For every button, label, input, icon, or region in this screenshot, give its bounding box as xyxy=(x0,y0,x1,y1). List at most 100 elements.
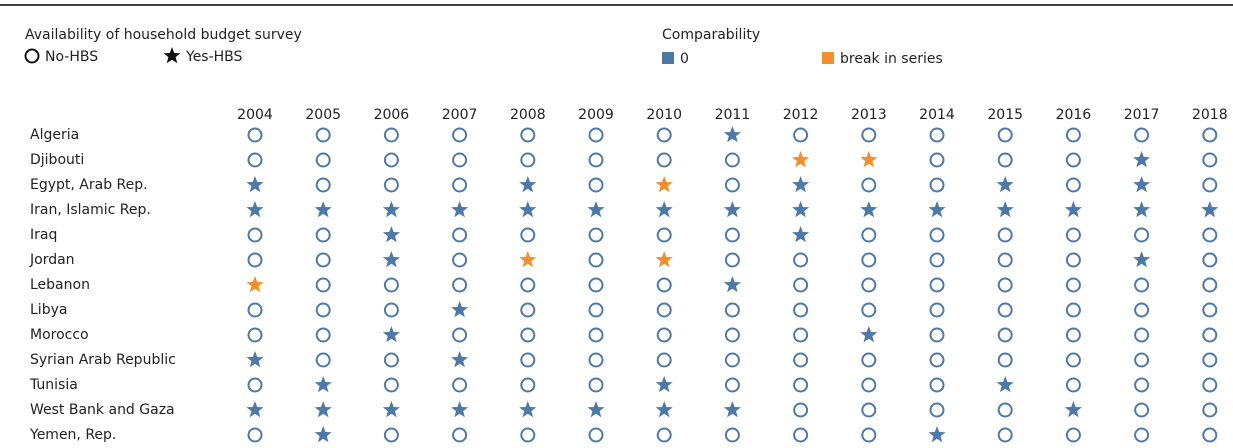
year-label: 2005 xyxy=(305,107,341,123)
country-label: Egypt, Arab Rep. xyxy=(30,177,148,193)
star-cell xyxy=(1133,201,1151,218)
star-cell xyxy=(587,201,605,218)
year-label: 2007 xyxy=(442,107,478,123)
circle-cell xyxy=(656,427,672,443)
circle-cell xyxy=(452,227,468,243)
circle-cell xyxy=(452,327,468,343)
circle-cell xyxy=(793,352,809,368)
circle-cell xyxy=(247,427,263,443)
circle-cell xyxy=(724,177,740,193)
year-label: 2017 xyxy=(1124,107,1160,123)
star-cell xyxy=(382,326,400,343)
star-cell xyxy=(860,151,878,168)
star-cell xyxy=(246,401,264,418)
circle-cell xyxy=(724,327,740,343)
circle-cell xyxy=(793,402,809,418)
star-cell xyxy=(246,176,264,193)
circle-cell xyxy=(656,352,672,368)
circle-cell xyxy=(1065,352,1081,368)
star-cell xyxy=(1064,401,1082,418)
star-cell xyxy=(451,351,469,368)
year-label: 2018 xyxy=(1192,107,1228,123)
circle-cell xyxy=(793,277,809,293)
circle-cell xyxy=(1134,227,1150,243)
circle-cell xyxy=(588,327,604,343)
star-cell xyxy=(1201,201,1219,218)
star-cell xyxy=(314,401,332,418)
circle-cell xyxy=(315,277,331,293)
circle-cell xyxy=(383,302,399,318)
circle-cell xyxy=(1202,177,1218,193)
star-cell xyxy=(451,401,469,418)
circle-cell xyxy=(929,252,945,268)
star-cell xyxy=(519,201,537,218)
circle-cell xyxy=(929,402,945,418)
circle-cell xyxy=(793,377,809,393)
circle-cell xyxy=(1134,377,1150,393)
year-label: 2009 xyxy=(578,107,614,123)
circle-cell xyxy=(1065,427,1081,443)
star-cell xyxy=(723,276,741,293)
circle-cell xyxy=(724,302,740,318)
circle-cell xyxy=(520,377,536,393)
circle-cell xyxy=(861,402,877,418)
circle-cell xyxy=(929,177,945,193)
year-label: 2014 xyxy=(919,107,955,123)
circle-cell xyxy=(588,277,604,293)
circle-cell xyxy=(997,252,1013,268)
circle-cell xyxy=(452,377,468,393)
star-cell xyxy=(314,426,332,443)
circle-cell xyxy=(861,302,877,318)
circle-cell xyxy=(793,127,809,143)
year-label: 2015 xyxy=(987,107,1023,123)
circle-cell xyxy=(247,377,263,393)
circle-cell xyxy=(997,427,1013,443)
circle-cell xyxy=(1134,327,1150,343)
circle-cell xyxy=(861,227,877,243)
circle-cell xyxy=(997,352,1013,368)
circle-cell xyxy=(1065,227,1081,243)
circle-cell xyxy=(793,252,809,268)
circle-cell xyxy=(383,377,399,393)
circle-cell xyxy=(997,127,1013,143)
circle-cell xyxy=(861,352,877,368)
circle-cell xyxy=(315,302,331,318)
circle-cell xyxy=(929,277,945,293)
country-label: Algeria xyxy=(30,127,79,143)
circle-cell xyxy=(383,427,399,443)
circle-cell xyxy=(997,327,1013,343)
country-label: Iran, Islamic Rep. xyxy=(30,202,151,218)
circle-cell xyxy=(1065,177,1081,193)
star-cell xyxy=(860,201,878,218)
circle-cell xyxy=(588,252,604,268)
star-cell xyxy=(655,251,673,268)
circle-cell xyxy=(929,327,945,343)
circle-cell xyxy=(588,152,604,168)
circle-cell xyxy=(247,227,263,243)
circle-cell xyxy=(656,277,672,293)
year-label: 2008 xyxy=(510,107,546,123)
star-cell xyxy=(246,201,264,218)
country-label: Djibouti xyxy=(30,152,84,168)
star-cell xyxy=(382,401,400,418)
star-cell xyxy=(246,276,264,293)
star-cell xyxy=(792,201,810,218)
legend-symbol xyxy=(163,47,181,64)
circle-cell xyxy=(588,127,604,143)
circle-cell xyxy=(1202,302,1218,318)
circle-cell xyxy=(1202,327,1218,343)
star-cell xyxy=(519,251,537,268)
star-cell xyxy=(519,176,537,193)
country-label: Morocco xyxy=(30,327,89,343)
star-cell xyxy=(451,201,469,218)
circle-cell xyxy=(452,252,468,268)
circle-cell xyxy=(1065,302,1081,318)
circle-cell xyxy=(724,427,740,443)
star-cell xyxy=(382,226,400,243)
year-label: 2011 xyxy=(715,107,751,123)
circle-cell xyxy=(520,152,536,168)
star-cell xyxy=(792,151,810,168)
circle-cell xyxy=(997,302,1013,318)
circle-cell xyxy=(383,152,399,168)
